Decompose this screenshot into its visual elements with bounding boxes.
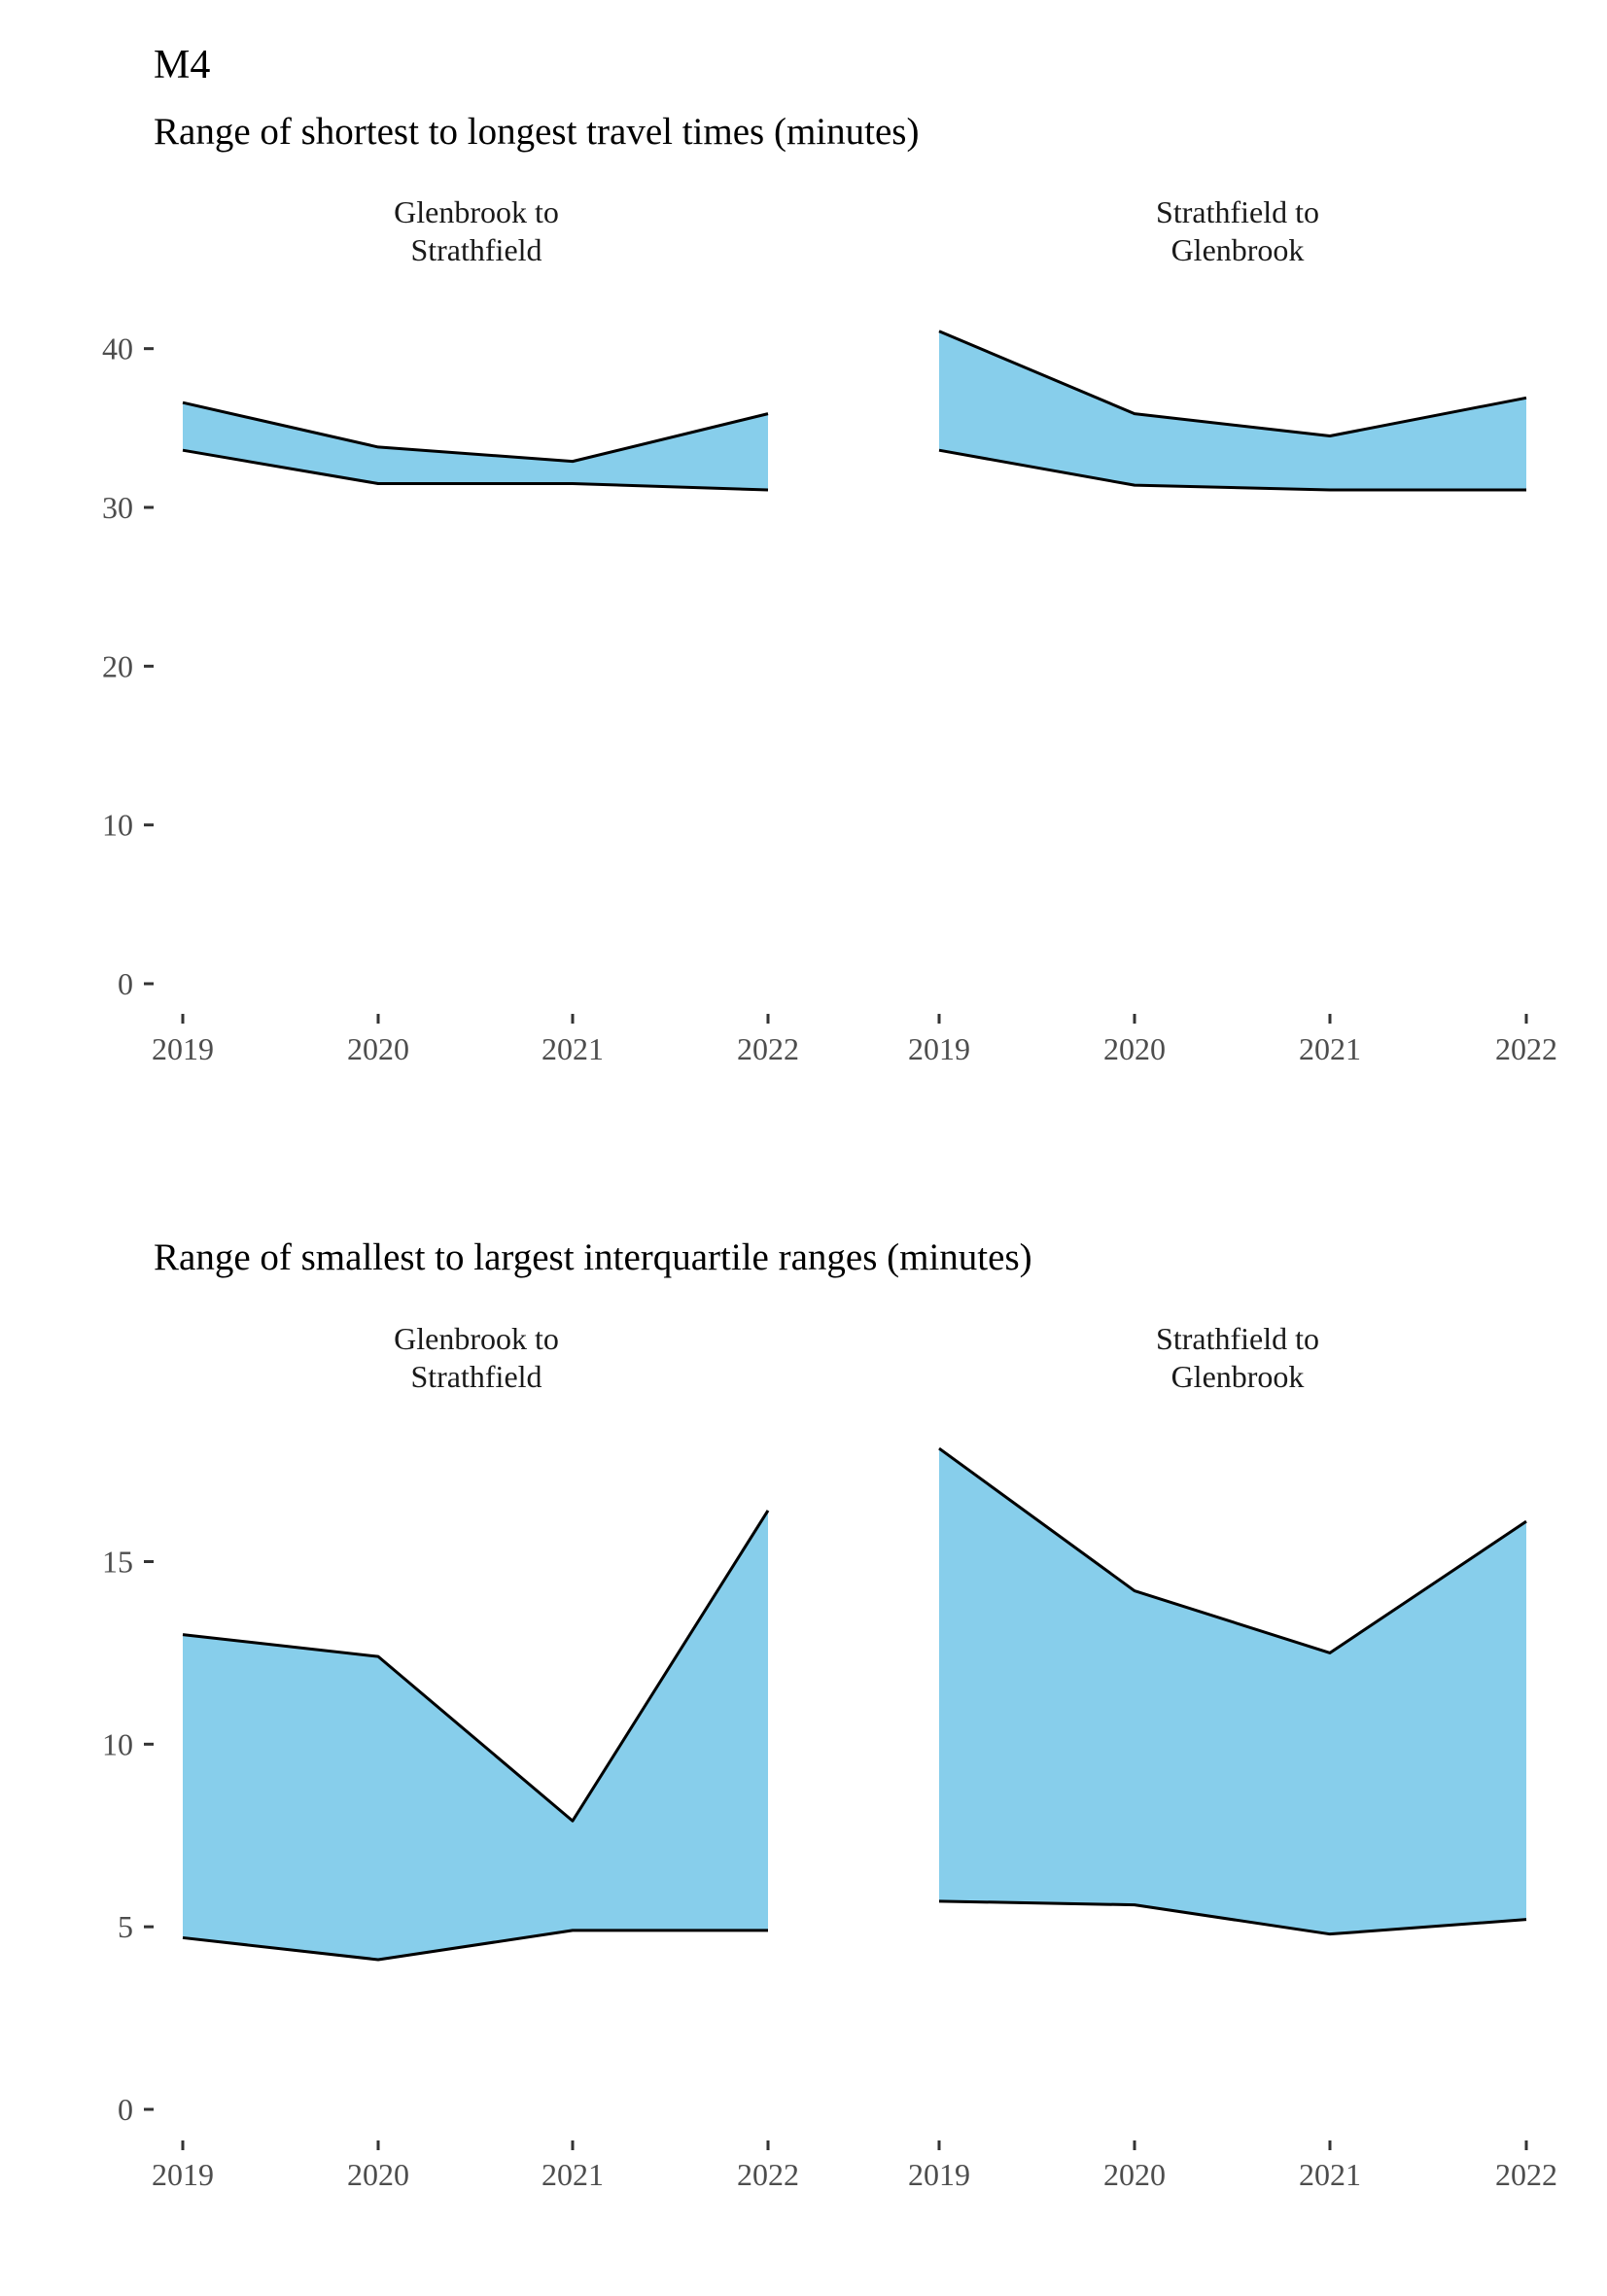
chart-1-panel-1-x-tick-label: 2020 [347,1031,409,1066]
chart-1-panel-2-x-tick-label: 2020 [1103,1031,1166,1066]
chart-1-panel-2-x-tick-label: 2019 [908,1031,970,1066]
chart-1-y-tick-label: 30 [102,490,133,525]
chart-1-panel-2-x-tick-label: 2021 [1299,1031,1361,1066]
chart-2-y-tick-label: 15 [102,1544,133,1579]
chart-1-panel-1-x-tick-label: 2019 [152,1031,214,1066]
chart-1-panel-1-strip-line-2: Strathfield [410,232,541,267]
chart-1-panel-2-range-band [939,330,1526,491]
chart-1-panel-1: Glenbrook to Strathfield 2019 2020 2021 202… [152,194,799,1066]
chart-2-panel-2-upper-line [938,1446,1527,1654]
chart-1-panel-1-range-band [183,402,768,491]
chart-1-panel-1-x-tick-label: 2021 [541,1031,604,1066]
chart-1-panel-2-strip-line-2: Glenbrook [1171,232,1305,267]
chart-2-panel-2-range-band [939,1448,1526,1934]
chart-1-y-tick-label: 40 [102,331,133,366]
chart-2-panel-2-lower-line [938,1899,1527,1936]
chart-1-y-axis: 0 10 20 30 40 [102,331,154,1001]
chart-2-panel-2-x-tick-label: 2022 [1495,2157,1557,2192]
chart-2-panel-1-strip-line-2: Strathfield [410,1359,541,1394]
chart-2-panel-1-x-tick-label: 2019 [152,2157,214,2192]
chart-2-panel-2-strip-line-2: Glenbrook [1171,1359,1305,1394]
chart-2-y-axis: 0 5 10 15 [102,1544,154,2127]
chart-2-panel-1-x-tick-label: 2021 [541,2157,604,2192]
chart-2-panel-1-x-tick-label: 2020 [347,2157,409,2192]
chart-2-y-tick-label: 0 [118,2092,133,2127]
chart-1-panel-2-strip-line-1: Strathfield to [1156,194,1319,229]
chart-1-panel-1-upper-line [182,400,769,464]
chart-2-panel-1-range-band [183,1510,768,1960]
chart-1-panel-2-upper-line [938,330,1527,437]
chart-2-y-tick-label: 10 [102,1726,133,1761]
chart-2-panel-1-strip-line-1: Glenbrook to [394,1321,559,1356]
chart-2-y-tick-label: 5 [118,1909,133,1944]
chart-1-panel-1-lower-line [182,448,769,492]
chart-1-panel-2: Strathfield to Glenbrook 2019 2020 2021 202… [908,194,1557,1066]
page-title: M4 [154,43,210,87]
chart-1-y-tick-label: 0 [118,966,133,1001]
chart-2-panel-1-x-tick-label: 2022 [737,2157,799,2192]
chart-1-panel-2-lower-line [938,448,1526,492]
chart-2-panel-1: Glenbrook to Strathfield 2019 2020 2021 202… [152,1321,799,2192]
chart-2-panel-2-strip-line-1: Strathfield to [1156,1321,1319,1356]
chart-2-panel-2-x-tick-label: 2020 [1103,2157,1166,2192]
chart-1-panel-1-strip-line-1: Glenbrook to [394,194,559,229]
chart-1-panel-1-x-tick-label: 2022 [737,1031,799,1066]
chart-1-title: Range of shortest to longest travel time… [154,111,919,153]
chart-2-panel-2-x-tick-label: 2021 [1299,2157,1361,2192]
chart-2-panel-2: Strathfield to Glenbrook 2019 2020 2021 202… [908,1321,1557,2192]
chart-1-y-tick-label: 20 [102,648,133,683]
chart-2-panel-2-x-tick-label: 2019 [908,2157,970,2192]
chart-1-panel-2-x-tick-label: 2022 [1495,1031,1557,1066]
chart-2-title: Range of smallest to largest interquarti… [154,1236,1032,1278]
chart-2-panel-1-upper-line [182,1510,770,1823]
chart-1-y-tick-label: 10 [102,808,133,843]
chart-2-panel-1-lower-line [182,1929,768,1962]
